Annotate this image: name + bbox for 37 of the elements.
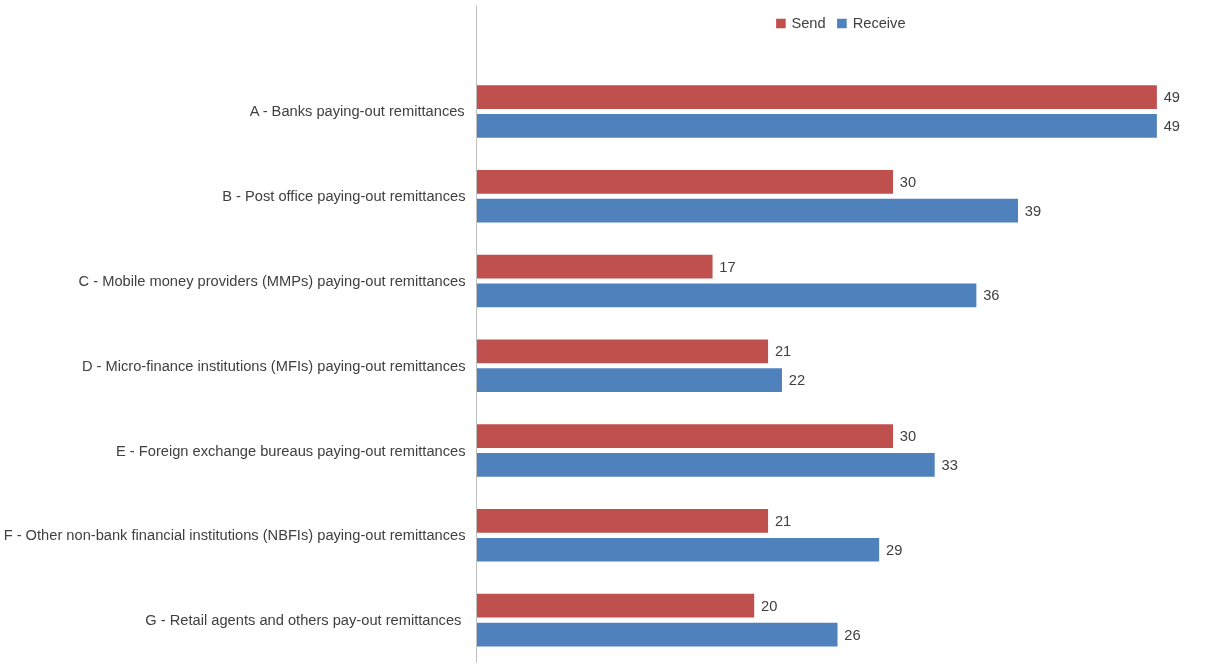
data-label: 17 — [719, 258, 736, 275]
data-label: 39 — [1024, 202, 1042, 219]
bar — [476, 198, 1019, 223]
data-label: 29 — [885, 541, 903, 558]
data-label: 49 — [1163, 89, 1180, 106]
data-label: 20 — [761, 597, 778, 614]
data-label: 21 — [774, 512, 792, 529]
bar — [476, 537, 880, 562]
y-tick-label: D - Micro-finance institutions (MFIs) paying-out remittances — [81, 357, 466, 374]
data-label: 30 — [899, 428, 917, 445]
bar — [476, 85, 1157, 109]
bar — [476, 593, 755, 618]
legend-label: Send — [791, 15, 826, 31]
y-tick-label: C - Mobile money providers (MMPs) paying-out remittances — [78, 273, 466, 290]
bar — [476, 368, 782, 393]
bar — [476, 509, 769, 533]
y-tick-label: A - Banks paying-out remittances — [249, 103, 465, 120]
bar — [476, 453, 935, 477]
y-tick-label: G - Retail agents and others pay-out remittances — [145, 612, 462, 629]
bar — [476, 424, 894, 449]
y-tick-label: E - Foreign exchange bureaus paying-out remittances — [116, 442, 466, 459]
data-label: 22 — [788, 372, 806, 389]
data-label: 21 — [774, 343, 792, 360]
legend-label: Receive — [852, 15, 906, 31]
data-label: 49 — [1163, 117, 1180, 134]
bar — [476, 169, 894, 194]
bar — [476, 254, 713, 279]
data-label: 36 — [983, 287, 1000, 304]
bar — [476, 283, 977, 308]
data-label: 33 — [941, 456, 958, 473]
y-tick-label: F - Other non-bank financial institutions (NBFIs) paying-out remittances — [3, 527, 466, 544]
bar — [476, 339, 769, 364]
bar — [476, 114, 1157, 138]
data-label: 26 — [844, 626, 861, 643]
bar — [476, 622, 838, 647]
y-tick-label: B - Post office paying-out remittances — [222, 188, 466, 205]
data-label: 30 — [899, 173, 917, 190]
